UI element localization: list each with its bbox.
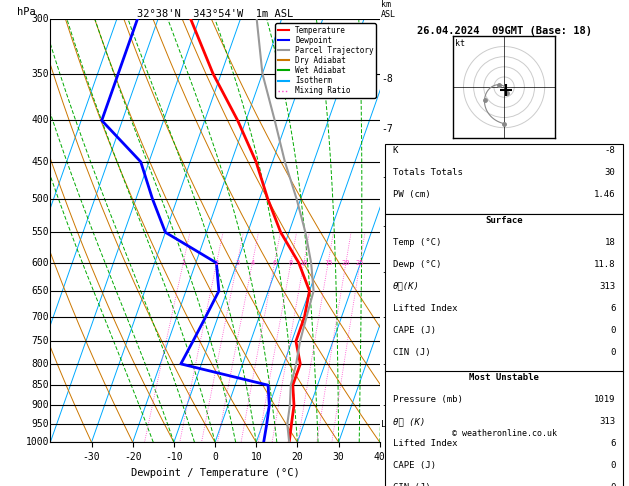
Text: 18: 18 — [605, 238, 616, 246]
Text: -5: -5 — [381, 221, 392, 231]
Text: -6: -6 — [381, 172, 392, 182]
Text: 950: 950 — [31, 419, 49, 429]
Text: hPa: hPa — [18, 7, 36, 17]
Text: -1: -1 — [381, 400, 392, 410]
Text: θᴇ(K): θᴇ(K) — [392, 281, 420, 291]
Text: -2: -2 — [381, 359, 392, 369]
Text: -3: -3 — [381, 312, 392, 322]
Text: 350: 350 — [31, 69, 49, 79]
Title: 32°38'N  343°54'W  1m ASL: 32°38'N 343°54'W 1m ASL — [137, 9, 293, 18]
Text: PW (cm): PW (cm) — [392, 190, 430, 199]
Text: 550: 550 — [31, 227, 49, 237]
Text: 4: 4 — [250, 260, 255, 266]
Text: LCL: LCL — [381, 420, 397, 429]
Text: 15: 15 — [324, 260, 332, 266]
Text: 6: 6 — [610, 439, 616, 448]
Text: 26.04.2024  09GMT (Base: 18): 26.04.2024 09GMT (Base: 18) — [416, 26, 592, 36]
Text: © weatheronline.co.uk: © weatheronline.co.uk — [452, 429, 557, 438]
Text: 25: 25 — [356, 260, 364, 266]
Text: 11.8: 11.8 — [594, 260, 616, 269]
Text: 600: 600 — [31, 258, 49, 268]
Text: Mixing Ratio (g/kg): Mixing Ratio (g/kg) — [390, 209, 399, 304]
Text: Surface: Surface — [486, 216, 523, 225]
Text: 300: 300 — [31, 15, 49, 24]
Text: 1.46: 1.46 — [594, 190, 616, 199]
Text: 400: 400 — [31, 116, 49, 125]
Bar — [386, 371, 623, 486]
Text: 313: 313 — [599, 417, 616, 426]
Text: Most Unstable: Most Unstable — [469, 373, 539, 382]
Text: 1019: 1019 — [594, 395, 616, 404]
Text: CIN (J): CIN (J) — [392, 483, 430, 486]
X-axis label: Dewpoint / Temperature (°C): Dewpoint / Temperature (°C) — [131, 468, 299, 478]
Text: -8: -8 — [381, 73, 392, 84]
Text: 800: 800 — [31, 359, 49, 369]
Text: 0: 0 — [610, 347, 616, 357]
Text: 1000: 1000 — [26, 437, 49, 447]
Legend: Temperature, Dewpoint, Parcel Trajectory, Dry Adiabat, Wet Adiabat, Isotherm, Mi: Temperature, Dewpoint, Parcel Trajectory… — [276, 23, 376, 98]
Text: 20: 20 — [342, 260, 350, 266]
Text: 30: 30 — [605, 168, 616, 177]
Text: 6: 6 — [610, 304, 616, 312]
Text: 650: 650 — [31, 286, 49, 296]
Text: 0: 0 — [610, 326, 616, 334]
Text: K: K — [392, 146, 398, 156]
Text: -8: -8 — [605, 146, 616, 156]
Text: km
ASL: km ASL — [381, 0, 396, 19]
Text: 450: 450 — [31, 157, 49, 167]
Text: 2: 2 — [214, 260, 219, 266]
Bar — [386, 213, 623, 372]
Text: Lifted Index: Lifted Index — [392, 304, 457, 312]
Text: 900: 900 — [31, 400, 49, 410]
Text: Dewp (°C): Dewp (°C) — [392, 260, 441, 269]
Text: Totals Totals: Totals Totals — [392, 168, 462, 177]
Text: 700: 700 — [31, 312, 49, 322]
Text: 3: 3 — [235, 260, 240, 266]
Text: 0: 0 — [610, 461, 616, 470]
Text: 313: 313 — [599, 281, 616, 291]
Text: Lifted Index: Lifted Index — [392, 439, 457, 448]
Text: 1: 1 — [181, 260, 186, 266]
Text: 750: 750 — [31, 336, 49, 346]
Text: 8: 8 — [289, 260, 293, 266]
Text: Pressure (mb): Pressure (mb) — [392, 395, 462, 404]
Text: -7: -7 — [381, 124, 392, 134]
Bar — [386, 144, 623, 214]
Text: -4: -4 — [381, 266, 392, 277]
Text: CAPE (J): CAPE (J) — [392, 461, 436, 470]
Text: 850: 850 — [31, 380, 49, 390]
Text: 500: 500 — [31, 194, 49, 204]
Text: 0: 0 — [610, 483, 616, 486]
Text: kt: kt — [455, 39, 465, 49]
Text: Temp (°C): Temp (°C) — [392, 238, 441, 246]
Text: CIN (J): CIN (J) — [392, 347, 430, 357]
Text: θᴇ (K): θᴇ (K) — [392, 417, 425, 426]
Text: 6: 6 — [272, 260, 277, 266]
Text: CAPE (J): CAPE (J) — [392, 326, 436, 334]
Text: 10: 10 — [299, 260, 308, 266]
